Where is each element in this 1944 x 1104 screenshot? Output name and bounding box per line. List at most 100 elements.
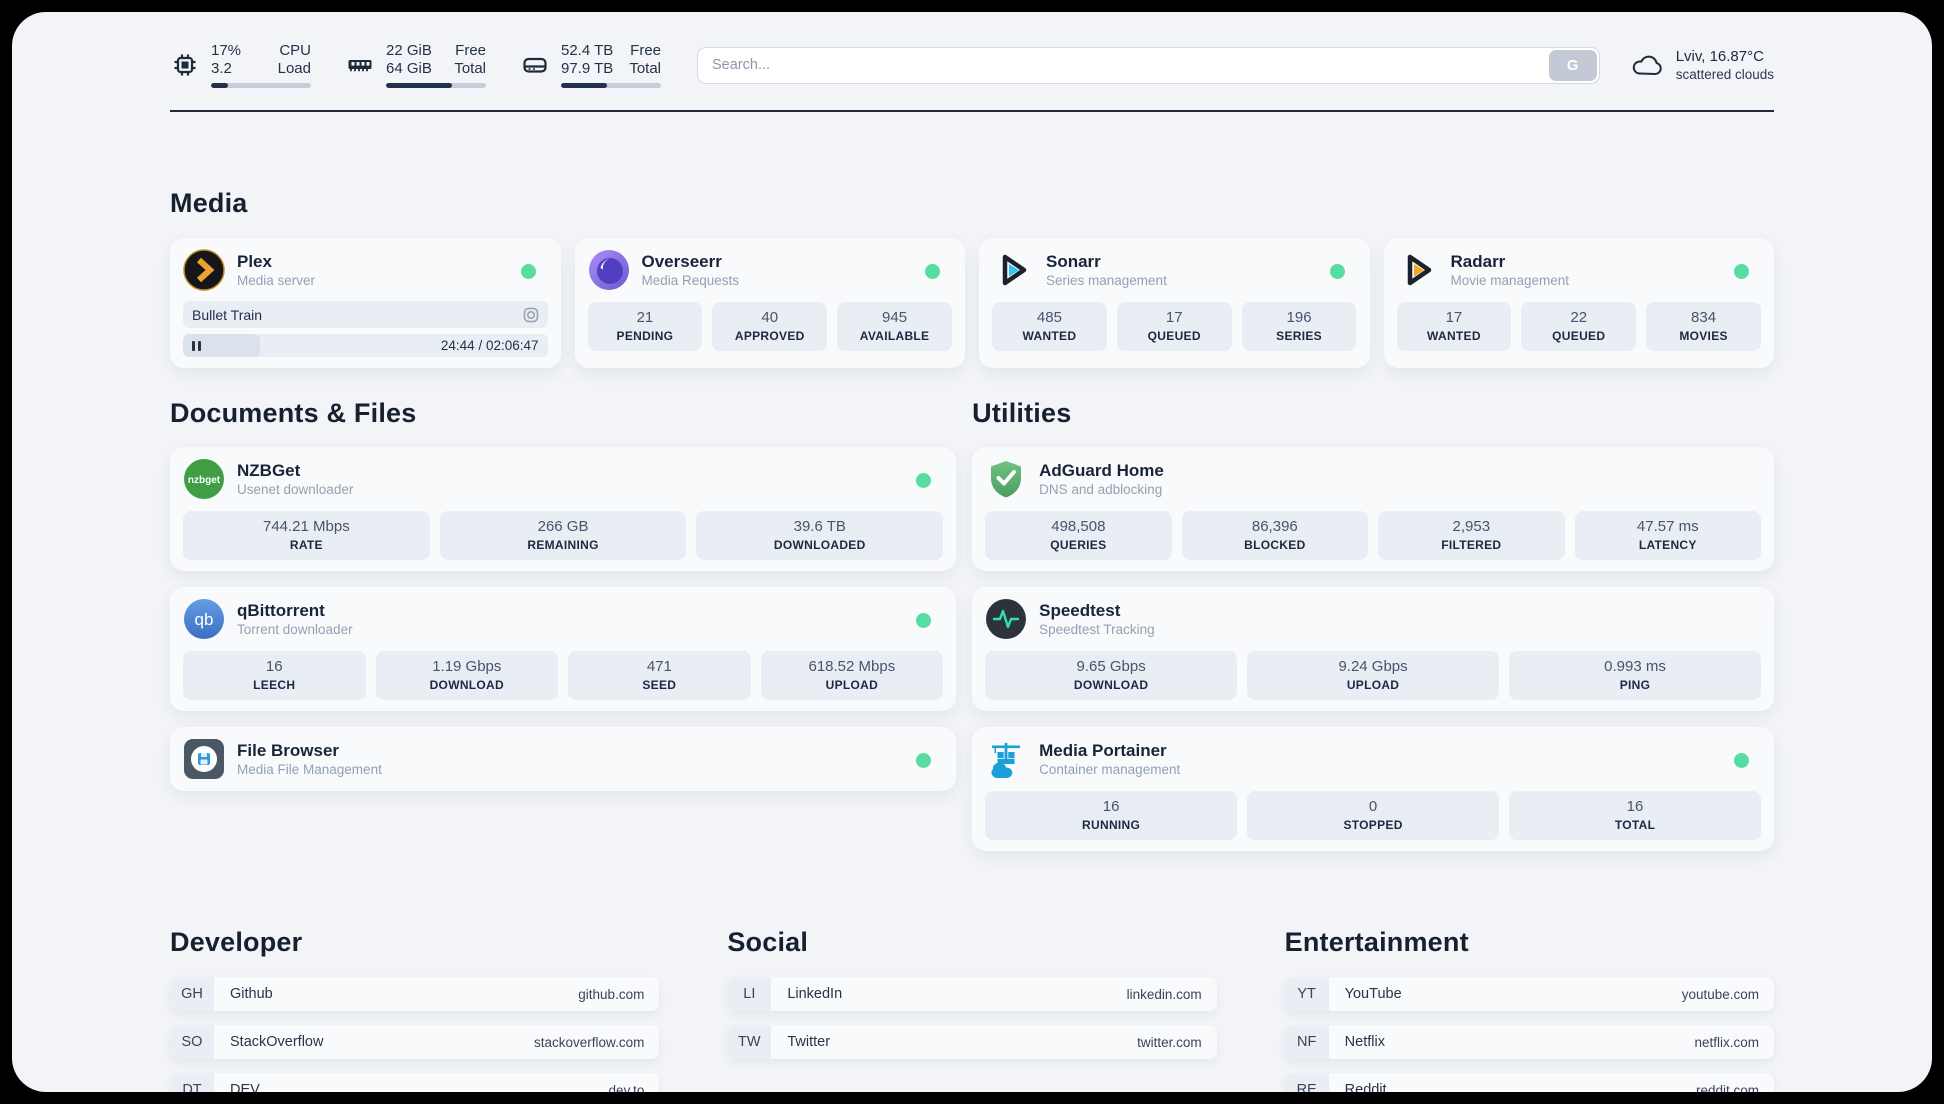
link-row-stackoverflow[interactable]: SO StackOverflow stackoverflow.com <box>170 1025 660 1059</box>
link-row-linkedin[interactable]: LI LinkedIn linkedin.com <box>727 977 1217 1011</box>
ram-free-value: 22 GiB <box>386 42 432 59</box>
link-row-youtube[interactable]: YT YouTube youtube.com <box>1284 977 1774 1011</box>
stat-box: 86,396 BLOCKED <box>1181 511 1369 560</box>
app-name: AdGuard Home <box>1039 461 1164 480</box>
stat-box: 22 QUEUED <box>1521 302 1637 351</box>
link-domain: twitter.com <box>1137 1034 1202 1050</box>
stat-box: 0.993 ms PING <box>1509 651 1761 700</box>
stat-box: 2,953 FILTERED <box>1378 511 1565 560</box>
pause-icon <box>192 340 195 351</box>
app-name: Plex <box>237 252 272 271</box>
app-card-adguard[interactable]: AdGuard Home DNS and adblocking 498,508 Q… <box>972 447 1774 571</box>
cpu-label: CPU <box>279 42 311 59</box>
app-name: File Browser <box>237 741 340 760</box>
stat-box: 40 APPROVED <box>712 302 828 351</box>
search-engine-button[interactable]: G <box>1548 49 1597 81</box>
link-label: Netflix <box>1344 1034 1385 1050</box>
link-domain: netflix.com <box>1694 1034 1759 1050</box>
now-playing-title: Bullet Train <box>192 306 263 323</box>
filebrowser-icon <box>184 739 224 779</box>
app-name: NZBGet <box>237 461 301 480</box>
app-description: DNS and adblocking <box>1039 482 1163 497</box>
link-abbr: NF <box>1284 1025 1329 1059</box>
svg-text:nzbget: nzbget <box>188 475 221 486</box>
stat-box: 0 STOPPED <box>1247 791 1500 840</box>
status-dot <box>916 473 932 488</box>
links-column-social: Social LI LinkedIn linkedin.com TW Twitt… <box>727 927 1217 1092</box>
ram-stat: 22 GiB Free 64 GiB Total <box>345 42 486 88</box>
playback-time: 24:44 / 02:06:47 <box>440 338 539 353</box>
link-label: YouTube <box>1344 986 1402 1002</box>
app-card-speedtest[interactable]: Speedtest Speedtest Tracking 9.65 Gbps DO… <box>972 587 1774 711</box>
weather-condition: scattered clouds <box>1675 67 1774 82</box>
stat-box: 744.21 Mbps RATE <box>183 511 430 560</box>
session-icon[interactable] <box>523 307 539 323</box>
app-card-qbittorrent[interactable]: qb qBittorrent Torrent downloader 16 LEEC… <box>170 587 957 711</box>
stat-box: 16 RUNNING <box>985 791 1238 840</box>
link-abbr: DT <box>170 1073 214 1092</box>
disk-free-label: Free <box>630 42 661 59</box>
link-row-github[interactable]: GH Github github.com <box>170 977 660 1011</box>
stat-box: 9.65 Gbps DOWNLOAD <box>985 651 1238 700</box>
app-card-radarr[interactable]: Radarr Movie management 17 WANTED 22 QUEUE… <box>1383 238 1774 368</box>
app-card-sonarr[interactable]: Sonarr Series management 485 WANTED 17 QUE… <box>979 238 1370 368</box>
weather-widget[interactable]: Lviv, 16.87°C scattered clouds <box>1630 47 1774 83</box>
app-card-filebrowser[interactable]: File Browser Media File Management <box>170 727 957 791</box>
link-abbr: GH <box>170 977 214 1011</box>
ram-progress-bar <box>386 83 486 88</box>
app-name: Overseerr <box>641 252 722 271</box>
app-card-plex[interactable]: Plex Media server Bullet Train <box>170 238 561 368</box>
ram-icon <box>348 60 372 72</box>
app-description: Media Requests <box>641 273 740 288</box>
link-abbr: SO <box>170 1025 214 1059</box>
disk-total-value: 97.9 TB <box>561 60 614 77</box>
app-name: Sonarr <box>1046 252 1101 271</box>
ram-total-label: Total <box>454 60 486 77</box>
link-row-twitter[interactable]: TW Twitter twitter.com <box>727 1025 1217 1059</box>
link-domain: github.com <box>578 986 645 1002</box>
app-name: Speedtest <box>1039 601 1121 620</box>
section-title-documents: Documents & Files <box>170 398 417 428</box>
status-dot <box>1734 264 1749 279</box>
cpu-usage-value: 17% <box>211 42 242 59</box>
stat-box: 485 WANTED <box>992 302 1107 351</box>
stat-box: 17 QUEUED <box>1116 302 1232 351</box>
cpu-stat: 17% CPU 3.2 Load <box>170 42 311 88</box>
app-card-overseerr[interactable]: Overseerr Media Requests 21 PENDING 40 APP… <box>574 238 965 368</box>
disk-progress-bar <box>561 83 661 88</box>
ram-free-label: Free <box>455 42 486 59</box>
link-abbr: YT <box>1284 977 1329 1011</box>
search-input[interactable] <box>697 46 1600 84</box>
app-description: Speedtest Tracking <box>1039 622 1155 637</box>
app-description: Torrent downloader <box>237 622 353 637</box>
app-card-nzbget[interactable]: nzbget NZBGet Usenet downloader 744.21 M… <box>170 447 957 571</box>
section-title-media: Media <box>170 188 248 218</box>
app-description: Usenet downloader <box>237 482 354 497</box>
qbittorrent-icon: qb <box>184 599 224 639</box>
link-row-reddit[interactable]: RE Reddit reddit.com <box>1284 1073 1774 1093</box>
ram-total-value: 64 GiB <box>386 60 432 77</box>
link-abbr: LI <box>727 977 772 1011</box>
link-domain: reddit.com <box>1695 1082 1759 1093</box>
media-grid: Plex Media server Bullet Train <box>170 238 1774 368</box>
link-row-netflix[interactable]: NF Netflix netflix.com <box>1284 1025 1774 1059</box>
links-column-developer: Developer GH Github github.com SO StackO… <box>170 927 660 1092</box>
header-divider <box>170 110 1774 112</box>
adguard-icon <box>991 461 1022 498</box>
stat-box: 196 SERIES <box>1241 302 1357 351</box>
cpu-icon <box>174 54 196 76</box>
stat-box: 39.6 TB DOWNLOADED <box>696 511 944 560</box>
app-card-portainer[interactable]: Media Portainer Container management 16 R… <box>972 727 1774 851</box>
cloud-icon <box>1632 55 1662 75</box>
plex-now-playing: Bullet Train 24:44 / 02:06:47 <box>183 301 548 357</box>
section-title-utilities: Utilities <box>972 398 1072 428</box>
documents-column: Documents & Files nzbget NZBGet Usenet d… <box>170 398 957 867</box>
link-label: LinkedIn <box>787 986 843 1002</box>
link-row-dev[interactable]: DT DEV dev.to <box>170 1073 660 1092</box>
weather-location-temp: Lviv, 16.87°C <box>1675 48 1764 65</box>
dashboard-surface: 17% CPU 3.2 Load 22 GiB Free 64 GiB Tota <box>12 12 1932 1092</box>
stat-box: 1.19 Gbps DOWNLOAD <box>375 651 559 700</box>
link-domain: youtube.com <box>1681 986 1759 1002</box>
status-dot <box>1734 753 1749 768</box>
stat-box: 618.52 Mbps UPLOAD <box>760 651 944 700</box>
